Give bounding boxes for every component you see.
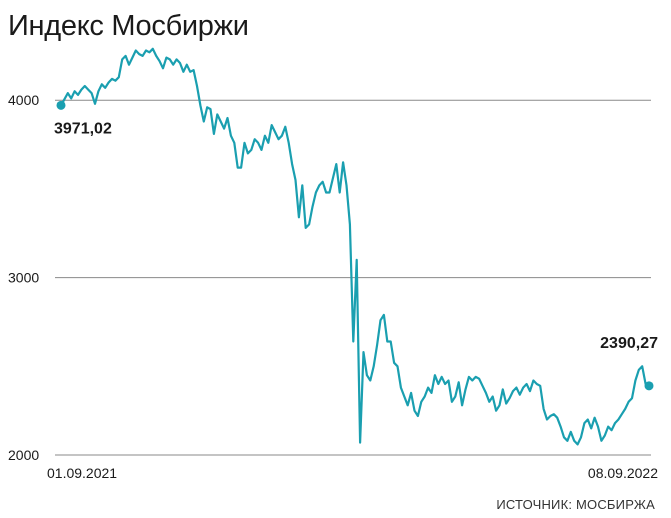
axis-labels: 2000 3000 4000 xyxy=(8,92,39,463)
y-tick-label-4000: 4000 xyxy=(8,92,39,108)
series-line-mosbirzha-index xyxy=(59,47,651,446)
end-point-marker xyxy=(644,381,654,391)
x-axis-end-label: 08.09.2022 xyxy=(588,465,658,481)
start-value-label: 3971,02 xyxy=(54,120,112,137)
y-tick-label-3000: 3000 xyxy=(8,270,39,286)
start-point-marker xyxy=(56,100,66,110)
grid-layer xyxy=(55,99,651,456)
source-note: ИСТОЧНИК: МОСБИРЖА xyxy=(496,497,655,512)
y-tick-label-2000: 2000 xyxy=(8,447,39,463)
chart-title: Индекс Мосбиржи xyxy=(8,10,249,42)
x-axis-start-label: 01.09.2021 xyxy=(47,465,117,481)
end-value-label: 2390,27 xyxy=(600,335,658,352)
